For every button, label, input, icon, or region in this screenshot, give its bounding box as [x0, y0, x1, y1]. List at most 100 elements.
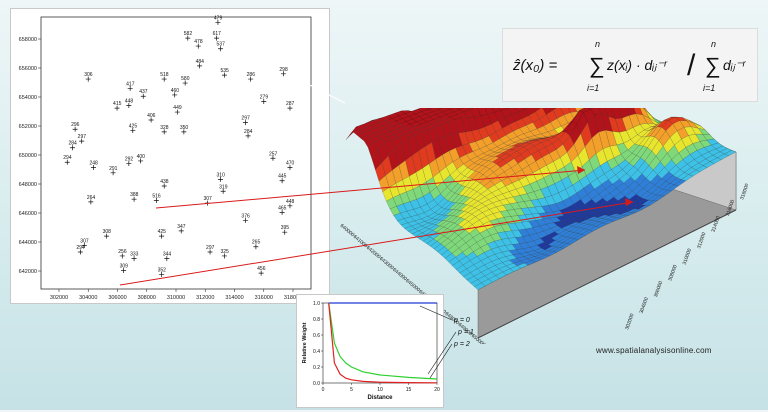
sample-point-label: 456	[257, 266, 266, 272]
sample-point-label: 582	[184, 31, 193, 37]
formula-den-body: dᵢⱼ⁻ʳ	[723, 57, 746, 73]
sample-point-label: 376	[241, 213, 250, 219]
sample-point-label: 617	[213, 31, 222, 37]
map-ytick-label: 648000	[19, 182, 37, 188]
sample-point-label: 265	[252, 240, 261, 246]
map-ytick-label: 644000	[19, 240, 37, 246]
sample-point-label: 535	[220, 68, 229, 74]
sample-point-label: 417	[126, 81, 135, 87]
sample-point-label: 479	[214, 15, 223, 21]
weight-series-line	[329, 303, 437, 383]
formula-num-body: z(xᵢ) · dᵢⱼ⁻ʳ	[606, 57, 668, 73]
surface-axis-label-x: 306000	[653, 280, 664, 298]
weight-ytick-label: 0.8	[313, 317, 320, 323]
sample-point-label: 307	[80, 238, 89, 244]
sample-point-label: 284	[69, 141, 78, 147]
weight-xlabel: Distance	[367, 395, 393, 401]
sample-point-label: 425	[158, 229, 167, 235]
sample-point-label: 292	[125, 157, 134, 163]
formula-num-index: i=1	[587, 83, 599, 93]
map-ytick-label: 658000	[19, 37, 37, 43]
map-xtick-label: 302000	[50, 295, 68, 301]
surface-axis-label-x: 310000	[682, 248, 693, 266]
sample-point-label: 470	[286, 161, 295, 167]
surface-axis-label-x: 302000	[624, 313, 635, 331]
sample-point-label: 256	[118, 249, 127, 255]
map-ytick-label: 650000	[19, 153, 37, 159]
sample-point-label: 325	[220, 249, 229, 255]
sample-point-label: 294	[76, 245, 85, 251]
weight-ytick-label: 1.0	[313, 301, 320, 307]
sample-point-label: 328	[160, 125, 169, 131]
weight-ytick-label: 0.6	[313, 333, 320, 339]
sample-point-label: 296	[71, 122, 80, 128]
surface-axis-label-x: 304000	[639, 296, 650, 314]
sample-point-label: 306	[84, 72, 93, 78]
sample-point-label: 516	[152, 194, 161, 200]
sample-point-label: 518	[160, 72, 169, 78]
sample-point-label: 449	[173, 105, 182, 111]
sample-point-label: 284	[244, 129, 253, 135]
sample-point-label: 308	[103, 229, 112, 235]
idw-formula: ẑ(x₀) = n ∑ i=1 z(xᵢ) · dᵢⱼ⁻ʳ / n ∑ i=1 …	[502, 28, 758, 102]
surface-axis-label-x: 318000	[739, 183, 748, 201]
formula-sum-symbol-1: ∑	[589, 53, 605, 78]
map-xtick-label: 306000	[108, 295, 126, 301]
weight-xtick-label: 20	[434, 387, 440, 393]
sample-point-label: 344	[163, 252, 172, 258]
sample-point-label: 298	[279, 67, 288, 73]
map-xtick-label: 312000	[196, 295, 214, 301]
sample-point-label: 297	[78, 134, 87, 140]
weight-ytick-label: 0.0	[313, 381, 320, 387]
weight-series-line	[329, 303, 437, 379]
sample-point-label: 415	[113, 101, 122, 107]
sample-point-label: 580	[181, 76, 190, 82]
sample-point-label: 438	[160, 179, 169, 185]
sample-point-label: 395	[281, 225, 290, 231]
sample-point-label: 257	[269, 151, 278, 157]
map-ytick-label: 654000	[19, 95, 37, 101]
map-xtick-label: 310000	[167, 295, 185, 301]
weight-xtick-label: 5	[350, 387, 353, 393]
sample-point-label: 286	[247, 72, 256, 78]
sample-point-label: 465	[278, 205, 287, 211]
map-ytick-label: 652000	[19, 124, 37, 130]
map-ytick-label: 642000	[19, 269, 37, 275]
sample-point-label: 437	[139, 89, 148, 95]
sample-points-svg: 658000 656000 654000 652000 650000 648000 6460…	[11, 9, 329, 303]
weight-ytick-label: 0.2	[313, 365, 320, 371]
sample-point-label: 445	[278, 174, 287, 180]
sample-points-map: 658000 656000 654000 652000 650000 648000 6460…	[10, 8, 330, 304]
sample-point-label: 264	[87, 195, 96, 201]
sample-point-label: 248	[89, 161, 98, 167]
sample-point-label: 388	[130, 192, 139, 198]
sample-point-label: 279	[260, 95, 269, 101]
sample-point-label: 333	[130, 252, 139, 258]
formula-num-upper: n	[595, 39, 600, 49]
map-ytick-label: 646000	[19, 211, 37, 217]
sample-point-label: 352	[158, 267, 167, 273]
map-ytick-label: 656000	[19, 66, 37, 72]
sample-point-label: 307	[203, 196, 212, 202]
formula-svg: ẑ(x₀) = n ∑ i=1 z(xᵢ) · dᵢⱼ⁻ʳ / n ∑ i=1 …	[503, 29, 757, 101]
formula-den-index: i=1	[703, 83, 715, 93]
sample-point-label: 448	[286, 199, 295, 205]
weight-xtick-label: 15	[406, 387, 412, 393]
surface-axis-label-x: 308000	[667, 264, 678, 282]
sample-point-label: 406	[147, 113, 156, 119]
sample-point-label: 291	[109, 166, 118, 172]
formula-slash: /	[687, 49, 696, 82]
formula-den-upper: n	[711, 39, 716, 49]
sample-point-label: 309	[120, 263, 129, 269]
sample-point-label: 297	[241, 116, 250, 122]
sample-point-label: 350	[180, 125, 189, 131]
weight-ylabel: Relative Weight	[302, 322, 308, 363]
formula-sum-symbol-2: ∑	[705, 53, 721, 78]
map-xtick-label: 314000	[225, 295, 243, 301]
map-xtick-label: 304000	[79, 295, 97, 301]
sample-point-label: 400	[137, 154, 146, 160]
sample-point-label: 425	[129, 124, 138, 130]
surface-axis-label-x: 312000	[696, 231, 707, 249]
